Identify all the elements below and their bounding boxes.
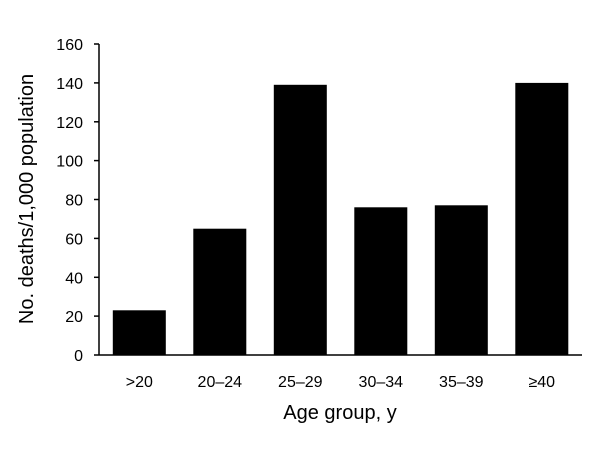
y-ticks: 0 20 40 60 80 100 120 140 160 (56, 37, 99, 365)
y-tick-label: 160 (56, 37, 83, 54)
y-axis-title: No. deaths/1,000 population (16, 74, 38, 324)
y-tick-label: 0 (74, 348, 83, 365)
x-axis-title: Age group, y (283, 402, 396, 424)
y-tick-label: 40 (65, 270, 83, 287)
y-tick-label: 100 (56, 154, 83, 171)
bar (273, 84, 327, 356)
y-tick-label: 80 (65, 193, 83, 210)
bar (193, 228, 247, 355)
bar (112, 310, 166, 355)
y-tick-label: 60 (65, 231, 83, 248)
y-tick-label: 20 (65, 309, 83, 326)
x-tick-label: 30–34 (359, 374, 404, 391)
x-tick-label: 20–24 (198, 374, 243, 391)
x-tick-label: >20 (126, 374, 153, 391)
y-tick-label: 140 (56, 76, 83, 93)
bar (354, 207, 408, 355)
axes-layer (98, 44, 582, 356)
bar (434, 205, 488, 355)
bars-layer (112, 82, 569, 356)
y-tick-label: 120 (56, 115, 83, 132)
bar (515, 82, 569, 356)
x-tick-labels: >20 20–24 25–29 30–34 35–39 ≥40 (126, 374, 555, 391)
x-tick-label: 25–29 (278, 374, 323, 391)
x-tick-label: ≥40 (529, 374, 556, 391)
x-tick-label: 35–39 (439, 374, 484, 391)
